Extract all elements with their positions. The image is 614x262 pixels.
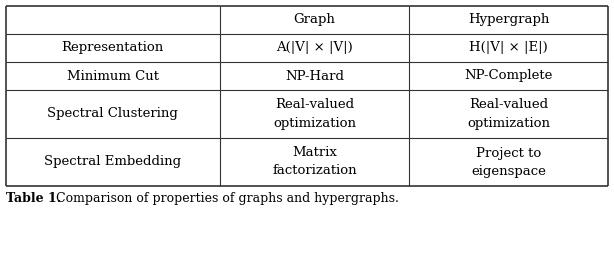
Text: Comparison of properties of graphs and hypergraphs.: Comparison of properties of graphs and h… [48, 192, 399, 205]
Text: NP-Complete: NP-Complete [464, 69, 553, 83]
Text: Spectral Clustering: Spectral Clustering [47, 107, 178, 121]
Text: Table 1.: Table 1. [6, 192, 61, 205]
Text: Real-valued
optimization: Real-valued optimization [273, 99, 356, 129]
Text: Hypergraph: Hypergraph [468, 14, 550, 26]
Text: A(|V| × |V|): A(|V| × |V|) [276, 41, 353, 54]
Text: Minimum Cut: Minimum Cut [67, 69, 159, 83]
Text: Graph: Graph [293, 14, 335, 26]
Text: Representation: Representation [62, 41, 164, 54]
Text: Matrix
factorization: Matrix factorization [272, 146, 357, 177]
Text: H(|V| × |E|): H(|V| × |E|) [469, 41, 548, 54]
Text: Spectral Embedding: Spectral Embedding [44, 156, 181, 168]
Text: Real-valued
optimization: Real-valued optimization [467, 99, 550, 129]
Text: Project to
eigenspace: Project to eigenspace [471, 146, 546, 177]
Text: NP-Hard: NP-Hard [285, 69, 344, 83]
